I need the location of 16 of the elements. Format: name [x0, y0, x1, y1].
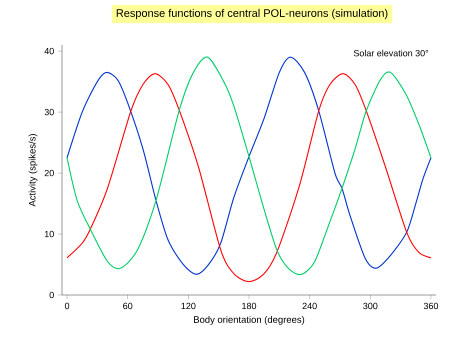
- y-tick-label: 10: [44, 230, 54, 238]
- y-tick-label: 0: [50, 292, 54, 298]
- x-tick-label: 180: [242, 302, 256, 310]
- x-tick-label: 300: [363, 302, 378, 310]
- x-tick-label: 60: [123, 302, 132, 310]
- x-tick-label: 360: [424, 302, 438, 310]
- y-tick-label: 40: [44, 48, 54, 54]
- y-axis-title: Activity (spikes/s): [28, 134, 38, 207]
- chart-title: Response functions of central POL-neurons (simulation): [116, 8, 388, 20]
- x-tick-label: 120: [182, 302, 196, 310]
- annotation: Solar elevation 30°: [354, 50, 428, 56]
- y-tick-label: 20: [44, 170, 54, 176]
- x-tick-label: 240: [302, 302, 317, 310]
- x-tick-label: 0: [64, 302, 70, 310]
- x-axis-title: Body orientation (degrees): [194, 316, 304, 325]
- y-tick-label: 30: [44, 108, 54, 116]
